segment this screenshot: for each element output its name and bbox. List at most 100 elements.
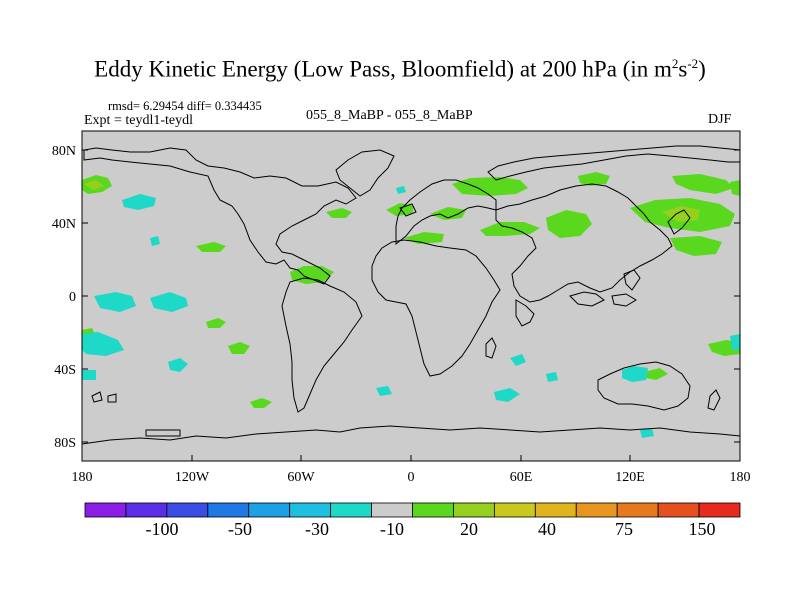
negative-patch <box>150 236 160 246</box>
colorbar-label: -10 <box>380 519 404 539</box>
colorbar-box <box>207 502 250 518</box>
positive-patch <box>452 177 528 196</box>
coastline-south-america <box>281 277 363 413</box>
lon-tick-labels: 180 120W 60W 0 60E 120E 180 <box>72 470 751 485</box>
colorbar-box <box>371 502 413 518</box>
lon-label: 60E <box>510 470 533 485</box>
coastline-australia <box>597 361 691 411</box>
map-background <box>82 131 740 461</box>
title-close: ) <box>698 56 706 82</box>
colorbar-box <box>248 502 291 518</box>
lon-label: 120W <box>175 470 210 485</box>
comparison-label: 055_8_MaBP - 055_8_MaBP <box>306 108 473 123</box>
colorbar-box <box>575 502 618 518</box>
title-mid: s <box>678 56 688 82</box>
season-label: DJF <box>708 112 732 127</box>
colorbar-label: -50 <box>228 519 252 539</box>
lat-label: 0 <box>69 290 76 305</box>
stats-text: rmsd= 6.29454 diff= 0.334435 <box>108 99 262 113</box>
colorbar-label: -100 <box>146 519 179 539</box>
axis-ticks <box>81 149 741 461</box>
title-exp1: 2 <box>671 56 679 71</box>
colorbar-box <box>289 502 332 518</box>
positive-patch <box>670 236 722 256</box>
positive-patch <box>250 398 272 408</box>
negative-patch <box>494 388 520 402</box>
coastline-north-america <box>83 147 357 285</box>
lon-label: 120E <box>615 470 645 485</box>
positive-patch <box>386 203 414 216</box>
colorbar-box <box>453 502 495 518</box>
map-panel <box>81 130 741 462</box>
colorbar-label: -30 <box>305 519 329 539</box>
lat-tick-labels: 80N 40N 0 40S 80S <box>52 144 76 451</box>
coastline-islands <box>107 393 117 403</box>
negative-patch <box>730 334 740 350</box>
colorbar-label: 75 <box>615 519 633 539</box>
coastline-japan <box>667 209 691 235</box>
positive-patch <box>430 207 466 220</box>
negative-patch <box>546 372 558 382</box>
lat-label: 80S <box>54 436 76 451</box>
positive-patch <box>196 242 226 252</box>
positive-patch <box>206 318 226 328</box>
coastline-peninsula <box>515 299 535 327</box>
title-text: Eddy Kinetic Energy (Low Pass, Bloomfiel… <box>94 56 672 82</box>
coastline-asia-south <box>495 183 673 303</box>
coastline-antarctica <box>81 425 741 445</box>
coastline-islands <box>611 293 637 307</box>
negative-anomalies <box>82 186 740 438</box>
colorbar-label: 20 <box>460 519 478 539</box>
colorbar-box <box>166 502 209 518</box>
coastline-uk <box>399 203 417 217</box>
lat-label: 40S <box>54 363 76 378</box>
colorbar-labels: -100 -50 -30 -10 20 40 75 150 <box>146 519 716 539</box>
positive-patch <box>546 210 592 238</box>
colorbar-box <box>657 502 700 518</box>
negative-patch <box>376 386 392 396</box>
coastline-islands <box>91 391 103 403</box>
lon-label: 180 <box>72 470 93 485</box>
coastline-islands <box>569 291 605 307</box>
negative-patch <box>640 428 654 438</box>
positive-patch <box>326 208 352 218</box>
colorbar-box <box>534 502 577 518</box>
coastline-new-zealand <box>707 389 721 411</box>
title-exp2: -2 <box>687 56 699 71</box>
lon-label: 180 <box>730 470 751 485</box>
colorbar-box <box>330 502 372 518</box>
negative-patch <box>94 292 136 312</box>
colorbar-boxes <box>84 502 741 518</box>
coastline-madagascar <box>485 337 497 359</box>
colorbar-box <box>616 502 659 518</box>
positive-patch <box>578 172 610 186</box>
colorbar-box <box>84 502 127 518</box>
lon-label: 0 <box>408 470 415 485</box>
positive-patch <box>644 368 668 380</box>
coastline-islands <box>623 269 641 291</box>
colorbar-box <box>493 502 536 518</box>
coastline-ice-shelf <box>145 429 181 437</box>
negative-patch <box>622 366 648 382</box>
positive-patch <box>228 342 250 354</box>
coastline-greenland <box>335 149 395 197</box>
coastlines <box>81 145 741 445</box>
negative-patch <box>122 194 156 210</box>
colorbar-label: 40 <box>538 519 556 539</box>
lat-label: 80N <box>52 144 76 159</box>
negative-patch <box>168 358 188 372</box>
negative-patch <box>396 186 406 194</box>
negative-patch <box>82 332 124 356</box>
lat-label: 40N <box>52 217 76 232</box>
coastline-africa <box>371 239 501 377</box>
colorbar-box <box>698 502 741 518</box>
negative-patch <box>150 292 188 312</box>
colorbar-label: 150 <box>689 519 716 539</box>
colorbar-box <box>412 502 454 518</box>
positive-patch <box>730 180 740 196</box>
plot-title: Eddy Kinetic Energy (Low Pass, Bloomfiel… <box>0 56 800 83</box>
lon-label: 60W <box>287 470 315 485</box>
negative-patch <box>82 370 96 380</box>
positive-patch <box>480 222 540 236</box>
